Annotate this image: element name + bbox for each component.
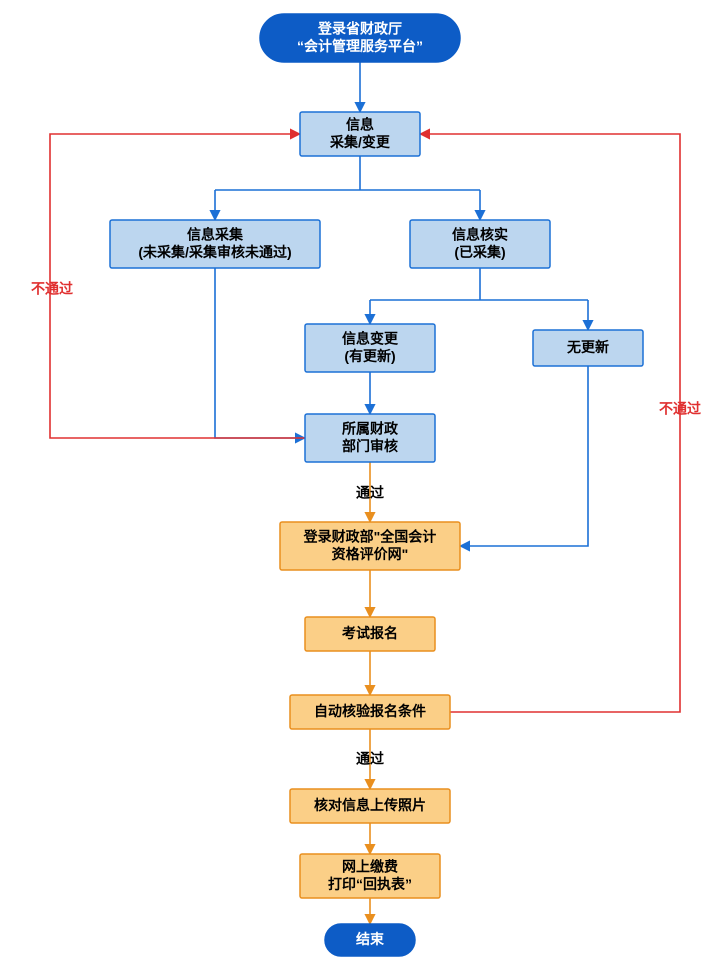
node-no_update: 无更新 bbox=[533, 330, 643, 366]
node-info_collect: 信息采集 (未采集/采集审核未通过) bbox=[110, 220, 320, 268]
node-pay_print-line0: 网上缴费 bbox=[342, 858, 398, 874]
node-info_verify-line0: 信息核实 bbox=[452, 226, 508, 242]
edge-label-e10: 通过 bbox=[356, 751, 384, 767]
node-login_mof-line1: 资格评价网" bbox=[332, 546, 409, 562]
node-collect_change: 信息采集/变更 bbox=[300, 112, 420, 156]
node-info_collect-line0: 信息采集 bbox=[187, 226, 244, 242]
node-start-line0: 登录省财政厅 bbox=[317, 20, 402, 36]
node-exam_reg-line0: 考试报名 bbox=[342, 625, 398, 641]
edge-label-fail_right: 不通过 bbox=[659, 401, 701, 417]
node-start: 登录省财政厅 “会计管理服务平台” bbox=[260, 14, 460, 62]
node-info_update: 信息变更 (有更新) bbox=[305, 324, 435, 372]
node-pay_print-line1: 打印“回执表” bbox=[328, 876, 412, 892]
node-login_mof: 登录财政部"全国会计资格评价网" bbox=[280, 522, 460, 570]
node-dept_review-line1: 部门审核 bbox=[342, 438, 398, 454]
node-dept_review-line0: 所属财政 bbox=[342, 420, 399, 436]
edge-fail_left bbox=[50, 134, 305, 438]
node-upload_photo-line0: 核对信息上传照片 bbox=[314, 797, 426, 813]
node-info_update-line1: (有更新) bbox=[344, 348, 395, 364]
edge-e5 bbox=[215, 268, 305, 438]
edge-label-fail_left: 不通过 bbox=[31, 281, 73, 297]
node-login_mof-line0: 登录财政部"全国会计 bbox=[303, 528, 437, 544]
node-info_verify-line1: (已采集) bbox=[454, 244, 505, 260]
node-collect_change-line1: 采集/变更 bbox=[329, 134, 391, 150]
node-no_update-line0: 无更新 bbox=[566, 339, 609, 355]
edge-label-e7: 通过 bbox=[356, 485, 384, 501]
node-start-line1: “会计管理服务平台” bbox=[297, 38, 423, 54]
node-info_collect-line1: (未采集/采集审核未通过) bbox=[138, 244, 291, 260]
node-collect_change-line0: 信息 bbox=[346, 116, 374, 132]
node-exam_reg: 考试报名 bbox=[305, 617, 435, 651]
node-info_verify: 信息核实 (已采集) bbox=[410, 220, 550, 268]
node-info_update-line0: 信息变更 bbox=[342, 330, 399, 346]
node-auto_check-line0: 自动核验报名条件 bbox=[314, 703, 426, 719]
node-auto_check: 自动核验报名条件 bbox=[290, 695, 450, 729]
node-end-line0: 结束 bbox=[356, 931, 385, 947]
edge-e6 bbox=[460, 366, 588, 546]
node-dept_review: 所属财政部门审核 bbox=[305, 414, 435, 462]
node-pay_print: 网上缴费打印“回执表” bbox=[300, 854, 440, 898]
node-upload_photo: 核对信息上传照片 bbox=[290, 789, 450, 823]
node-end: 结束 bbox=[325, 924, 415, 956]
